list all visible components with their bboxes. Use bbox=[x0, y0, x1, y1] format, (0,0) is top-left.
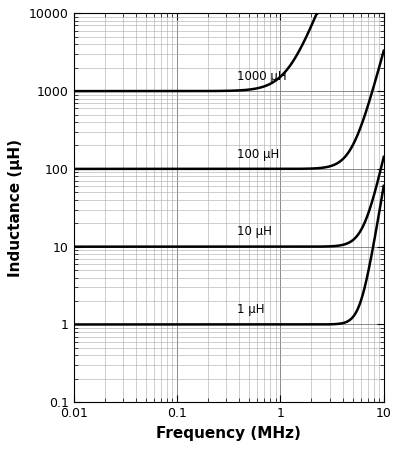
Text: 1000 μH: 1000 μH bbox=[237, 70, 286, 83]
Y-axis label: Inductance (μH): Inductance (μH) bbox=[8, 139, 23, 277]
Text: 100 μH: 100 μH bbox=[237, 148, 279, 161]
Text: 10 μH: 10 μH bbox=[237, 225, 272, 238]
Text: 1 μH: 1 μH bbox=[237, 303, 264, 316]
X-axis label: Frequency (MHz): Frequency (MHz) bbox=[156, 426, 301, 440]
